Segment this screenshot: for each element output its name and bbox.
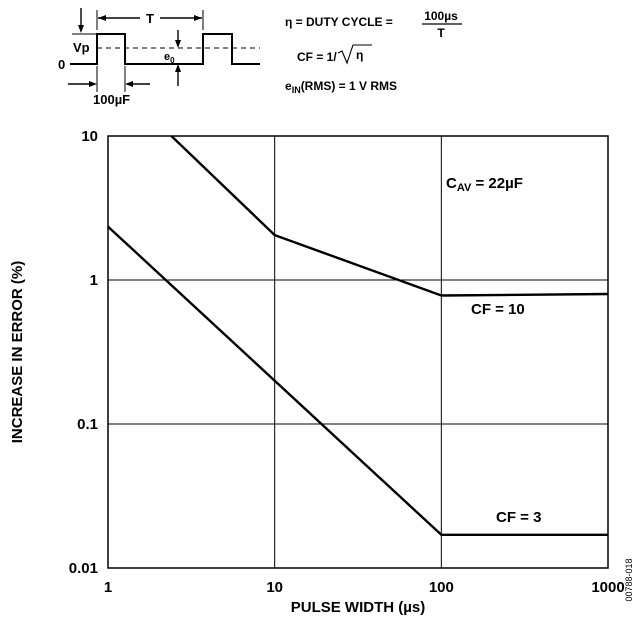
sqrt-sign (337, 44, 372, 65)
duty-cycle-formula: η = DUTY CYCLE = (285, 15, 393, 29)
series-line-1 (107, 225, 608, 536)
series-label-cf10: CF = 10 (471, 301, 525, 318)
pulse-width-label: 100µF (93, 92, 130, 107)
figure-code: 00788-018 (624, 558, 634, 601)
period-arrowhead-left (98, 15, 106, 21)
x-tick-label: 1000 (591, 579, 624, 596)
e0-label: e0 (164, 51, 175, 65)
y-tick-label: 0.1 (77, 416, 98, 433)
ein-formula: eIN(RMS) = 1 V RMS (285, 79, 397, 95)
pulse-arrowhead-left (89, 81, 97, 87)
y-axis-label: INCREASE IN ERROR (%) (9, 261, 26, 444)
plot-frame (107, 135, 609, 569)
x-tick-label: 10 (266, 579, 283, 596)
chart: 1 10 100 1000 0.01 0.1 1 10 CF = 10 CF = 3 CAV … (9, 128, 634, 616)
series-line-0 (170, 135, 609, 297)
y-tick-label: 1 (90, 272, 98, 289)
e0-arrowhead-bottom (175, 64, 181, 72)
formulas: η = DUTY CYCLE = 100µs T CF = 1/ η eIN(R… (285, 9, 462, 95)
crest-factor-formula: CF = 1/ (297, 50, 337, 64)
pulse-waveform (70, 33, 260, 65)
inset-waveform: T Vp 0 e0 100µF (58, 8, 260, 107)
vp-arrowhead (78, 25, 84, 33)
y-tick-label: 0.01 (69, 560, 98, 577)
period-arrowhead-right (194, 15, 202, 21)
period-label: T (146, 11, 154, 26)
series-label-cf3: CF = 3 (496, 509, 541, 526)
x-tick-label: 100 (429, 579, 454, 596)
zero-label: 0 (58, 57, 65, 72)
crest-factor-radicand: η (356, 48, 363, 62)
series-lines (107, 135, 609, 536)
x-axis-label: PULSE WIDTH (µs) (291, 599, 425, 616)
tick-labels: 1 10 100 1000 0.01 0.1 1 10 (69, 128, 625, 596)
duty-cycle-numerator: 100µs (424, 9, 458, 23)
vp-label: Vp (73, 40, 90, 55)
e0-arrowhead-top (175, 40, 181, 48)
duty-cycle-denominator: T (437, 26, 445, 40)
y-tick-label: 10 (81, 128, 98, 145)
grid (108, 136, 608, 568)
pulse-arrowhead-right (125, 81, 133, 87)
x-tick-label: 1 (104, 579, 112, 596)
capacitance-annotation: CAV = 22µF (446, 175, 523, 194)
